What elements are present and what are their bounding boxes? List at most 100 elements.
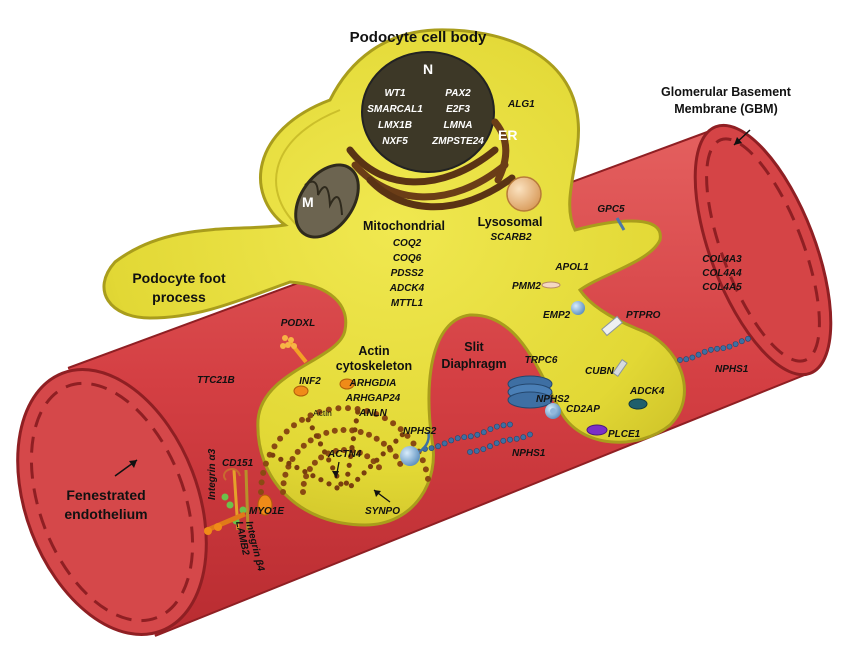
gbm-genes: COL4A3 COL4A4 COL4A5 (702, 254, 742, 293)
gene-adck4: ADCK4 (629, 386, 665, 397)
actin-spoke-bead-1-9 (305, 417, 311, 423)
nphs1-chain-c-bead-11 (745, 335, 751, 342)
gene-cd151: CD151 (222, 458, 254, 469)
nphs1-chain-b-bead-6 (507, 436, 513, 443)
mito-gene-4: MTTL1 (391, 298, 424, 309)
myo1e-protein (257, 494, 273, 516)
nucleus-body (361, 51, 495, 173)
actin-spoke-bead-0-6 (294, 464, 300, 471)
er-label: ER (498, 127, 517, 143)
nphs1-chain-a-bead-9 (480, 429, 487, 436)
fenestrated-line2: endothelium (64, 506, 147, 522)
actin-bead-ring2-2 (303, 473, 310, 480)
nphs1-chain-c-bead-4 (701, 348, 708, 355)
actin-bead-ring0-6 (277, 435, 284, 442)
actin-spoke-bead-1-7 (313, 433, 319, 439)
gpc5-protein (615, 217, 626, 231)
mitochondrion-body (294, 163, 360, 239)
actin-bead-ring2-1 (300, 480, 307, 487)
actin-spoke-bead-2-6 (350, 436, 356, 442)
slit-diaphragm-chains (422, 335, 751, 455)
mito-gene-0: COQ2 (393, 238, 422, 249)
actin-spoke-bead-2-3 (346, 462, 352, 468)
fenestrated-line1: Fenestrated (66, 487, 145, 503)
nucleus-gene-left-2: LMX1B (378, 120, 412, 131)
arrows (114, 129, 751, 503)
actin-spoke-bead-2-2 (345, 471, 351, 477)
nphs1-chain-b-bead-3 (487, 443, 493, 450)
actin-spoke-bead-0-4 (310, 473, 316, 479)
actin-bead-ring0-25 (422, 466, 429, 473)
nphs1-chain-a-bead-5 (454, 435, 461, 442)
membrane-proteins (204, 217, 648, 535)
actin-bead-ring1-18 (392, 453, 399, 460)
actin-bead-ring0-9 (299, 416, 305, 423)
gene-plce1: PLCE1 (608, 429, 641, 440)
gene-trpc6: TRPC6 (525, 355, 558, 366)
podocyte-cell (102, 28, 686, 527)
gene-nphs2-left: NPHS2 (403, 426, 437, 437)
nucleus: N WT1 SMARCAL1 LMX1B NXF5 PAX2 E2F3 LMNA ZMPST… (361, 51, 495, 173)
slit-title-line1: Slit (464, 340, 484, 354)
nphs1-chain-a-bead-4 (448, 437, 455, 444)
actin-bead-ring0-21 (404, 432, 411, 439)
podocyte-cytoplasm (102, 28, 686, 527)
actin-bead-ring1-14 (366, 431, 372, 438)
vessel-right-opening-inner (705, 137, 821, 363)
nucleus-gene-right-3: ZMPSTE24 (431, 136, 484, 147)
actin-spoke-bead-3-4 (367, 463, 374, 470)
nucleus-label: N (423, 61, 433, 77)
lysosome (506, 176, 542, 212)
actin-network (258, 405, 431, 495)
nucleus-gene-right-2: LMNA (444, 120, 473, 131)
actin-bead-ring0-24 (419, 457, 426, 464)
actin-bead-ring1-11 (340, 427, 347, 433)
actin-spoke-bead-3-7 (386, 444, 393, 451)
gene-gpc5: GPC5 (597, 204, 625, 215)
actin-spoke-bead-0-9 (270, 452, 276, 458)
actin-spoke-bead-0-1 (334, 485, 340, 491)
actin-bead-ring0-20 (397, 426, 404, 433)
actin-spoke-bead-1-8 (309, 425, 315, 431)
podocyte-inner-membrane (275, 109, 341, 229)
actin-bead-ring1-19 (397, 460, 404, 467)
nphs1-chain-a-bead-3 (441, 440, 448, 447)
actin-bead-ring2-4 (311, 459, 318, 466)
nphs2-left-link (418, 431, 430, 454)
vessel-left-opening-inner (29, 381, 195, 623)
nphs1-chain-a-bead-8 (474, 431, 481, 438)
actin-bead-ring1-7 (307, 437, 314, 444)
actin-bead-ring1-10 (331, 427, 338, 434)
actin-spoke-bead-2-1 (343, 480, 349, 486)
cell-body-title: Podocyte cell body (350, 29, 487, 46)
actin-bead-ring1-16 (380, 440, 387, 447)
actin-spoke-bead-3-6 (380, 451, 386, 457)
nphs1-chain-c-bead-0 (677, 357, 683, 363)
gene-cubn: CUBN (585, 366, 615, 377)
actin-gene-0: ARHGDIA (349, 378, 397, 389)
actin-spoke-bead-2-4 (348, 453, 354, 459)
nphs1-chain-c-bead-7 (720, 345, 727, 351)
gene-scarb2: SCARB2 (490, 232, 532, 243)
cd2ap-protein (550, 408, 556, 414)
actin-spoke-bead-3-5 (374, 457, 380, 463)
actin-bead-ring0-17 (373, 411, 380, 417)
nphs2-left-protein (400, 446, 420, 466)
actin-bead-ring0-7 (283, 428, 290, 435)
gene-ptpro: PTPRO (626, 310, 661, 321)
actin-bead-ring0-11 (316, 409, 323, 415)
actin-bead-ring0-26 (425, 475, 431, 482)
gene-apol1: APOL1 (554, 262, 589, 273)
actin-spoke-bead-1-4 (326, 457, 332, 463)
actin-spoke-bead-3-8 (393, 438, 399, 444)
actin-bead-ring2-11 (364, 453, 371, 460)
actin-bead-ring0-10 (307, 412, 314, 419)
podxl-protein (280, 335, 308, 364)
actin-bead-ring2-0 (300, 489, 306, 495)
actin-bead-ring1-15 (373, 435, 380, 442)
nphs1-chain-a-bead-1 (428, 445, 435, 451)
gbm-title-line2: Membrane (GBM) (674, 102, 777, 116)
label-actin-small: Actin (313, 408, 332, 418)
er-fold-1 (346, 146, 499, 186)
actin-spoke-bead-3-1 (348, 483, 354, 489)
